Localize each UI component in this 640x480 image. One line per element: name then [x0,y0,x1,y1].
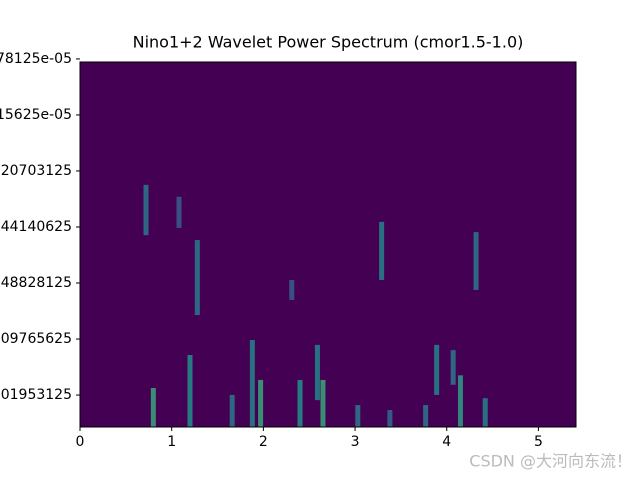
power-streak [457,375,463,427]
power-streak [229,394,235,427]
plot-background [80,62,576,427]
x-tick-label: 2 [259,434,268,450]
power-streak [320,379,326,427]
x-tick-label: 3 [351,434,360,450]
plot-frame [79,61,577,428]
y-tick-label: 09765625 [1,331,72,347]
watermark: CSDN @大河向东流！ [469,452,632,471]
x-tick-label: 4 [442,434,451,450]
power-streak [355,405,361,427]
power-streak [150,388,156,427]
y-tick-label: 20703125 [1,163,72,179]
y-tick-label: 44140625 [1,219,72,235]
x-tick-label: 0 [76,434,85,450]
power-streak [434,344,440,395]
y-tick-label: 48828125 [1,275,72,291]
y-tick-label: 01953125 [1,387,72,403]
power-streak [297,379,303,427]
x-tick-label: 5 [534,434,543,450]
power-streak [473,232,479,290]
power-streak [249,340,255,427]
power-streak [194,240,200,316]
power-streak [387,410,393,427]
power-streak [450,350,456,385]
power-streak [482,398,488,427]
y-tick-label: 15625e-05 [0,107,72,123]
power-streak [187,355,193,427]
power-streak [289,279,295,300]
power-streak [176,196,182,228]
y-tick-label: 78125e-05 [0,51,72,67]
chart-title: Nino1+2 Wavelet Power Spectrum (cmor1.5-… [133,33,524,52]
power-streak [423,405,429,427]
power-streak [143,184,149,236]
power-streak [314,344,320,401]
power-streak [379,221,385,280]
power-streak [258,379,264,427]
x-tick-label: 1 [167,434,176,450]
